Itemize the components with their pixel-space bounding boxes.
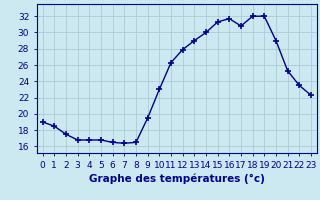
X-axis label: Graphe des températures (°c): Graphe des températures (°c) [89,174,265,184]
